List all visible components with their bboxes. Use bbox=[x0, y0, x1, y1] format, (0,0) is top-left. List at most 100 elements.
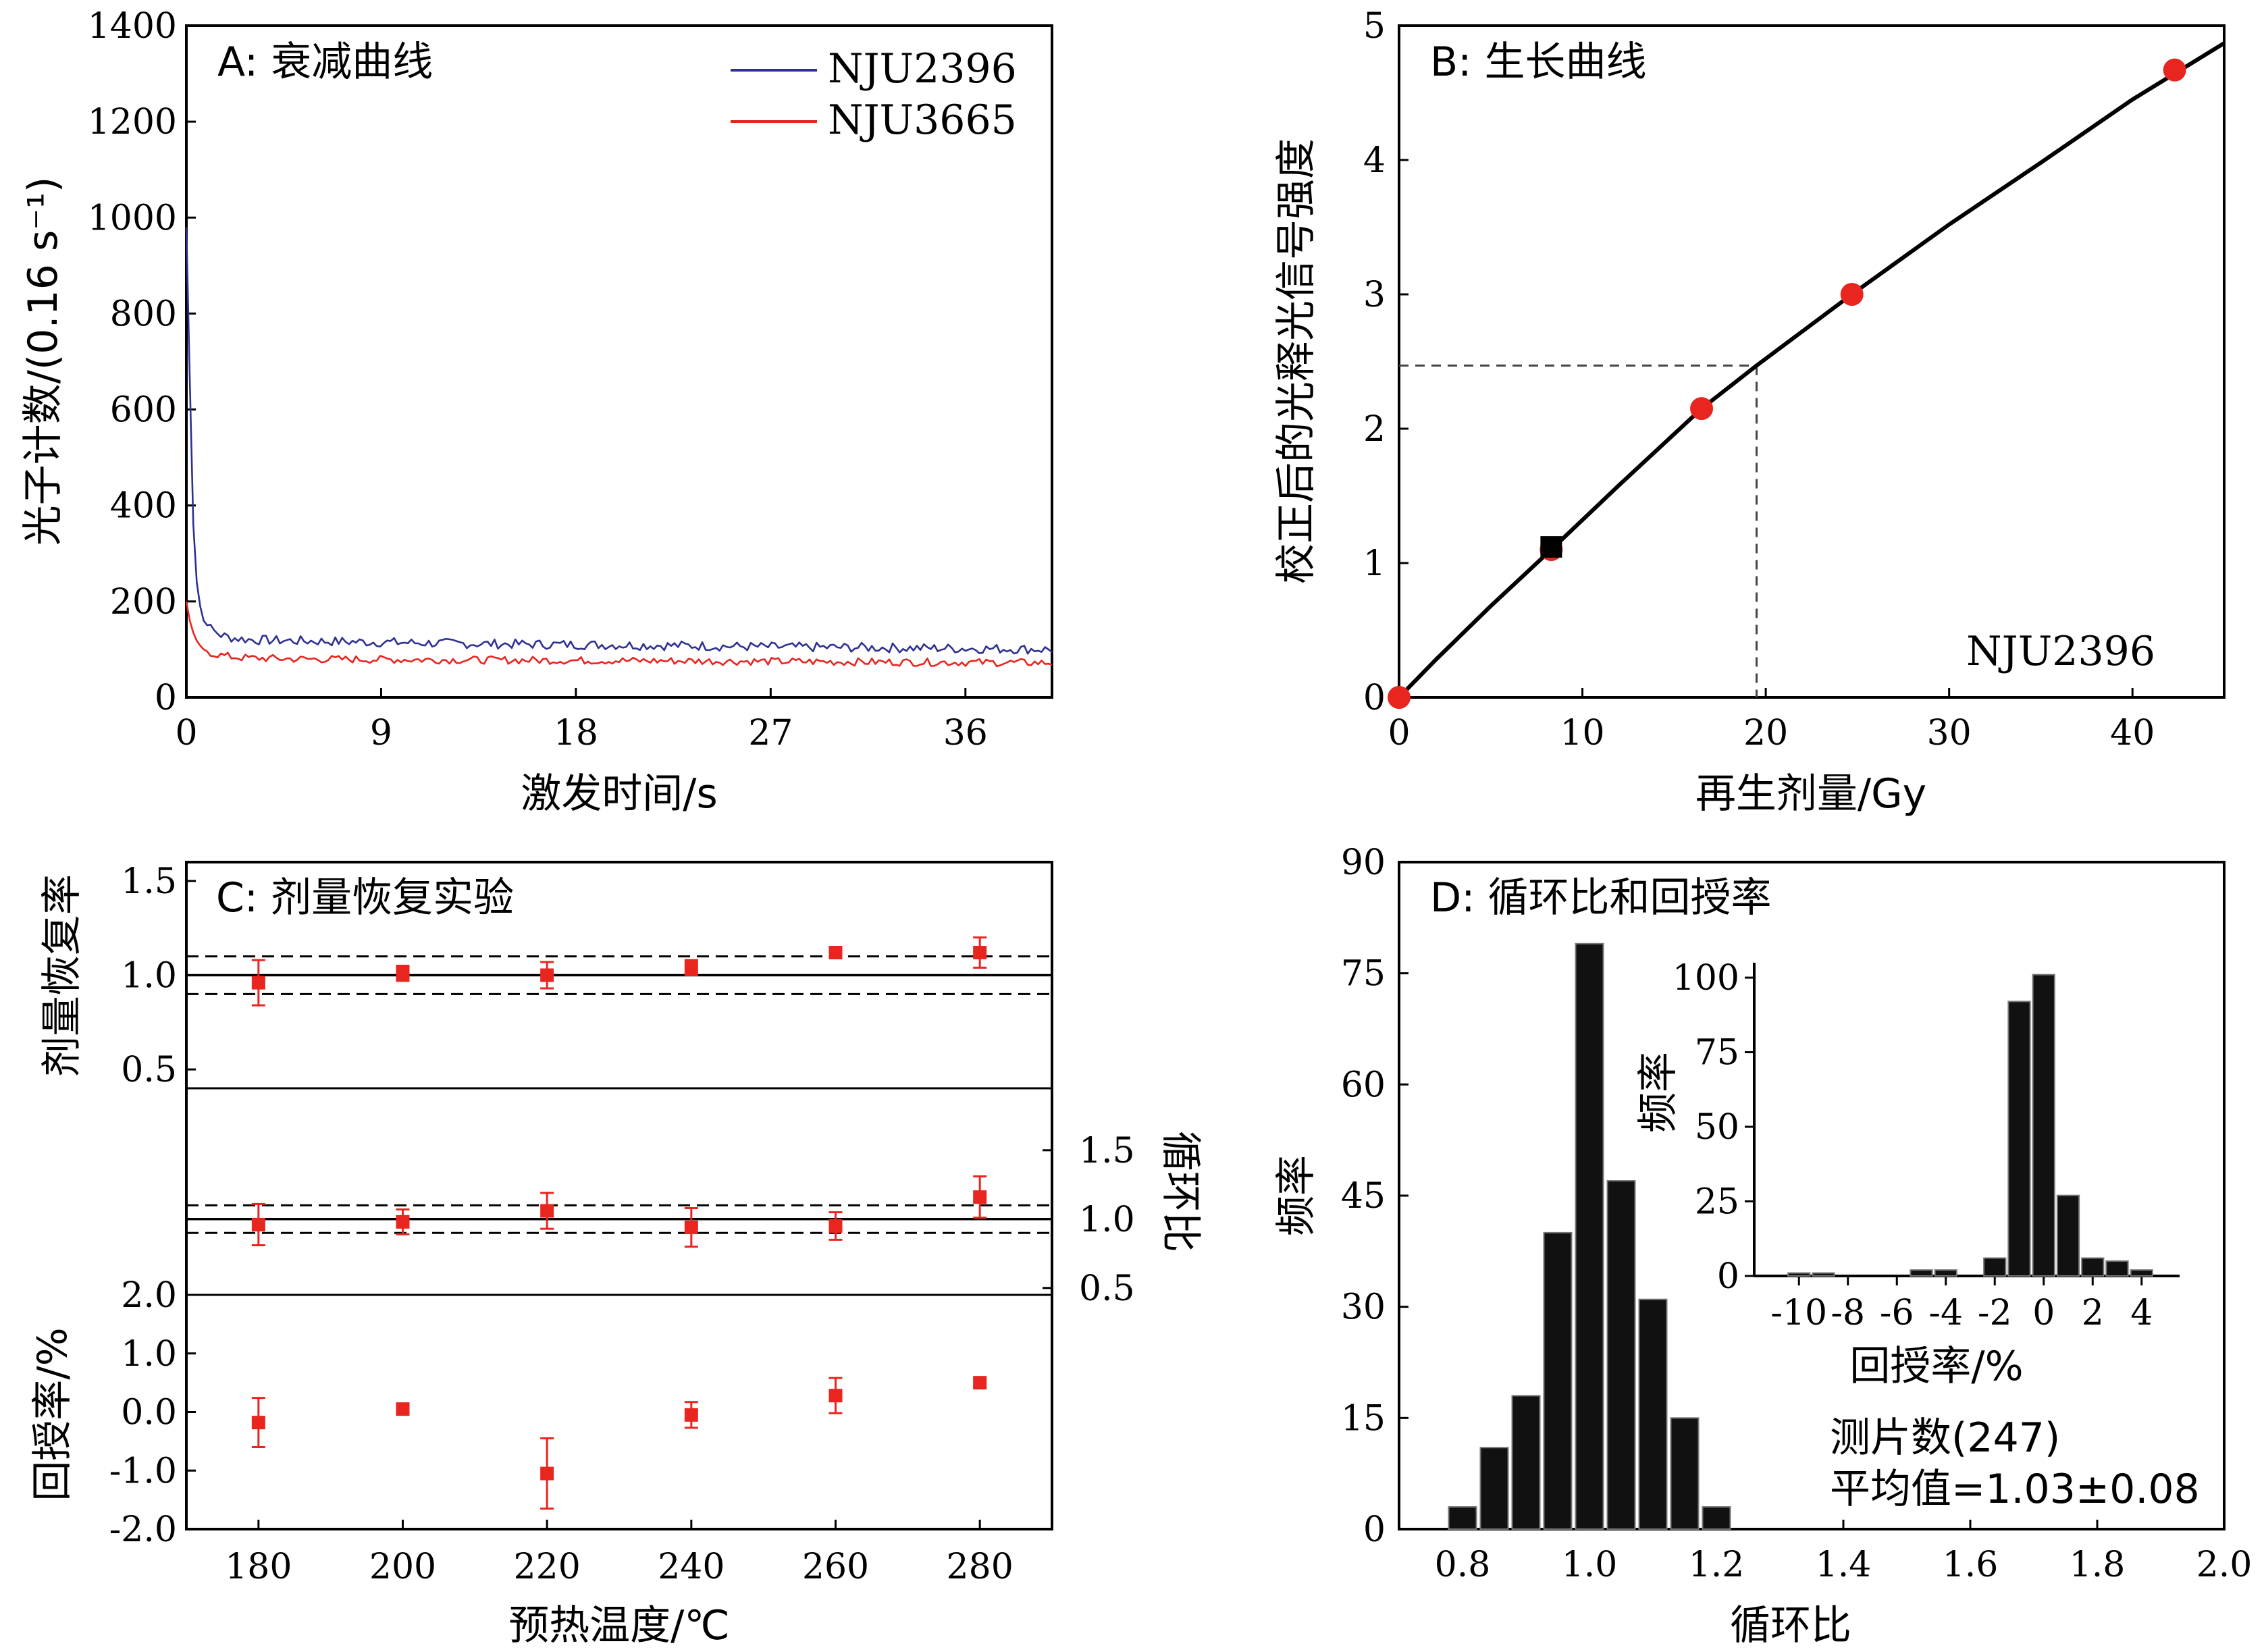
inset-xtick-label: -4 bbox=[1928, 1293, 1963, 1333]
histogram-bar bbox=[1702, 1506, 1731, 1530]
panel-c-xtick-label: 240 bbox=[658, 1547, 725, 1587]
inset-ytick-label: 100 bbox=[1673, 958, 1739, 998]
panel-b-xtick-label: 40 bbox=[2110, 713, 2155, 753]
panel-c-ytick-label: 1.5 bbox=[1079, 1131, 1135, 1171]
inset-histogram-bar bbox=[1983, 1257, 2007, 1277]
panel-d-bars bbox=[1448, 942, 1731, 1530]
panel-c-point bbox=[973, 946, 987, 959]
panel-a-ytick-label: 800 bbox=[110, 294, 177, 334]
panel-c-frame bbox=[185, 861, 1053, 1530]
histogram-bar bbox=[1479, 1447, 1509, 1530]
panel-c-xtick-label: 280 bbox=[947, 1547, 1013, 1587]
regeneration-point bbox=[1690, 397, 1714, 421]
panel-d-xtick-label: 2.0 bbox=[2196, 1545, 2253, 1585]
panel-c-ytick-label: 2.0 bbox=[121, 1275, 177, 1316]
panel-c-ytick-label: 1.0 bbox=[1079, 1200, 1135, 1240]
panel-a-ytick-label: 0 bbox=[155, 678, 177, 718]
inset-xtick-label: -10 bbox=[1770, 1293, 1827, 1333]
panel-d-xtick-label: 1.0 bbox=[1562, 1545, 1618, 1585]
histogram-bar bbox=[1448, 1506, 1477, 1530]
panel-c-ytick-label: -1.0 bbox=[109, 1451, 177, 1491]
panel-a-xlabel: 激发时间/s bbox=[521, 770, 717, 818]
panel-b-xtick-label: 10 bbox=[1560, 713, 1604, 753]
panel-b-plot bbox=[1388, 41, 2226, 709]
recycled-point bbox=[1540, 536, 1562, 558]
panel-d-xtick-label: 1.4 bbox=[1816, 1545, 1872, 1585]
histogram-bar bbox=[1670, 1417, 1700, 1530]
panel-c-ytick-label: 1.0 bbox=[121, 1334, 177, 1375]
panel-c-point bbox=[828, 1219, 843, 1233]
legend-label-nju2396: NJU2396 bbox=[828, 45, 1017, 92]
panel-a-xtick-label: 0 bbox=[175, 713, 197, 753]
panel-c-ytick-label: 0.5 bbox=[1079, 1269, 1135, 1309]
inset-histogram-bar bbox=[2081, 1257, 2105, 1277]
panel-b-x-ticks: 0 10 20 30 40 bbox=[1388, 688, 2155, 753]
panel-c-ytick-label: -2.0 bbox=[109, 1510, 177, 1550]
panel-a-ytick-label: 200 bbox=[110, 582, 177, 622]
inset-histogram-bar bbox=[1787, 1272, 1811, 1277]
inset-xtick-label: 0 bbox=[2032, 1293, 2055, 1333]
panel-b-ytick-label: 4 bbox=[1363, 140, 1386, 181]
inset-xtick-label: -2 bbox=[1978, 1293, 2012, 1333]
panel-c-point bbox=[396, 966, 410, 980]
panel-b-xtick-label: 30 bbox=[1927, 713, 1972, 753]
panel-a-lines bbox=[185, 227, 1053, 668]
panel-d-ytick-label: 30 bbox=[1341, 1287, 1386, 1328]
panel-d-xtick-label: 1.2 bbox=[1689, 1545, 1745, 1585]
inset-ylabel: 频率 bbox=[1635, 1052, 1682, 1133]
panel-c-point bbox=[251, 1416, 265, 1430]
inset-histogram-bar bbox=[2056, 1194, 2080, 1277]
panel-c-ytick-label: 0.5 bbox=[121, 1050, 177, 1090]
panel-c: C: 剂量恢复实验 0.5 1.0 1.5 0.5 1.0 1.5 -2.0 -1.0 0.0 1… bbox=[29, 861, 1204, 1649]
inset-xtick-label: 2 bbox=[2082, 1293, 2104, 1333]
panel-c-plot: 0.5 1.0 1.5 0.5 1.0 1.5 -2.0 -1.0 0.0 1.0 2.0 bbox=[109, 861, 1135, 1550]
panel-d-xtick-label: 0.8 bbox=[1435, 1545, 1491, 1585]
regeneration-point bbox=[1840, 283, 1864, 306]
inset-xtick-label: 4 bbox=[2130, 1293, 2153, 1333]
histogram-bar bbox=[1606, 1180, 1636, 1530]
panel-b-xtick-label: 0 bbox=[1388, 713, 1410, 753]
panel-d-ytick-label: 60 bbox=[1341, 1065, 1386, 1105]
panel-a-frame bbox=[185, 24, 1053, 699]
panel-d-xtick-label: 1.6 bbox=[1943, 1545, 1999, 1585]
inset-ytick-label: 50 bbox=[1695, 1107, 1739, 1148]
panel-a-ytick-label: 400 bbox=[110, 486, 177, 527]
panel-c-point bbox=[396, 1402, 410, 1416]
panel-c-point bbox=[540, 968, 554, 982]
panel-a-ytick-label: 1000 bbox=[88, 198, 177, 238]
panel-a-title: A: 衰减曲线 bbox=[217, 38, 433, 86]
panel-c-ylabel-recovery: 剂量恢复率 bbox=[38, 874, 86, 1077]
panel-b-frame bbox=[1398, 24, 2226, 699]
panel-a-ytick-label: 1200 bbox=[88, 102, 177, 142]
histogram-bar bbox=[1575, 942, 1604, 1530]
panel-c-ytick-label: 1.5 bbox=[121, 861, 177, 902]
panel-d-ytick-label: 15 bbox=[1341, 1398, 1386, 1439]
panel-b-ylabel: 校正后的光释光信号强度 bbox=[1273, 138, 1320, 584]
panel-d-ytick-label: 90 bbox=[1341, 843, 1386, 883]
legend-label-nju3665: NJU3665 bbox=[828, 97, 1017, 144]
panel-c-point bbox=[540, 1204, 554, 1218]
panel-d: D: 循环比和回授率 0 15 30 45 60 75 90 0.8 1.0 1.2 1.4 1.6… bbox=[1273, 843, 2252, 1649]
panel-a-y-ticks: 0 200 400 600 800 1000 1200 1400 bbox=[88, 6, 196, 718]
panel-c-point bbox=[251, 1217, 265, 1231]
panel-d-xtick-label: 1.8 bbox=[2070, 1545, 2126, 1585]
inset-histogram-bar bbox=[1812, 1272, 1835, 1277]
panel-b-xtick-label: 20 bbox=[1743, 713, 1788, 753]
panel-c-point bbox=[684, 1408, 698, 1422]
panel-d-annotation-count: 测片数(247) bbox=[1830, 1414, 2060, 1462]
panel-d-x-ticks: 0.8 1.0 1.2 1.4 1.6 1.8 2.0 bbox=[1435, 1520, 2253, 1585]
panel-b-y-ticks: 0 1 2 3 4 5 bbox=[1363, 6, 1409, 718]
panel-a-xtick-label: 36 bbox=[943, 713, 988, 753]
inset-bars bbox=[1787, 974, 2153, 1277]
panel-c-ylabel-recycling: 循环比 bbox=[1157, 1131, 1204, 1252]
histogram-bar bbox=[1638, 1298, 1668, 1530]
histogram-bar bbox=[1511, 1395, 1541, 1530]
regeneration-point bbox=[2163, 58, 2186, 82]
panel-a-ytick-label: 1400 bbox=[88, 6, 177, 47]
panel-c-point bbox=[684, 961, 698, 975]
panel-c-ylabel-recuperation: 回授率/% bbox=[29, 1327, 76, 1501]
panel-c-ytick-label: 0.0 bbox=[121, 1393, 177, 1433]
panel-d-ytick-label: 45 bbox=[1341, 1176, 1386, 1217]
panel-d-title: D: 循环比和回授率 bbox=[1430, 874, 1772, 922]
